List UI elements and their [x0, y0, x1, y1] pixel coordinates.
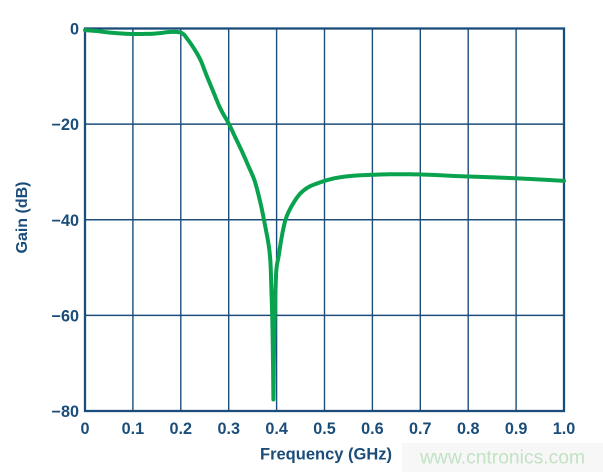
svg-text:0: 0 — [80, 420, 89, 438]
svg-text:0.8: 0.8 — [457, 420, 480, 438]
svg-text:Frequency (GHz): Frequency (GHz) — [260, 446, 392, 464]
svg-text:0.3: 0.3 — [217, 420, 240, 438]
svg-text:0.5: 0.5 — [313, 420, 336, 438]
svg-text:0.2: 0.2 — [170, 420, 193, 438]
svg-text:www.cntronics.com: www.cntronics.com — [419, 448, 585, 469]
svg-text:0.1: 0.1 — [122, 420, 145, 438]
svg-text:−80: −80 — [52, 403, 79, 421]
svg-text:0.6: 0.6 — [361, 420, 384, 438]
svg-text:0.4: 0.4 — [265, 420, 288, 438]
svg-text:−40: −40 — [52, 212, 79, 230]
svg-text:1.0: 1.0 — [553, 420, 576, 438]
svg-text:0: 0 — [70, 21, 79, 39]
svg-text:0.9: 0.9 — [505, 420, 528, 438]
svg-text:Gain (dB): Gain (dB) — [14, 182, 31, 254]
svg-text:0.7: 0.7 — [409, 420, 432, 438]
svg-text:−20: −20 — [52, 116, 79, 134]
svg-text:−60: −60 — [52, 307, 79, 325]
